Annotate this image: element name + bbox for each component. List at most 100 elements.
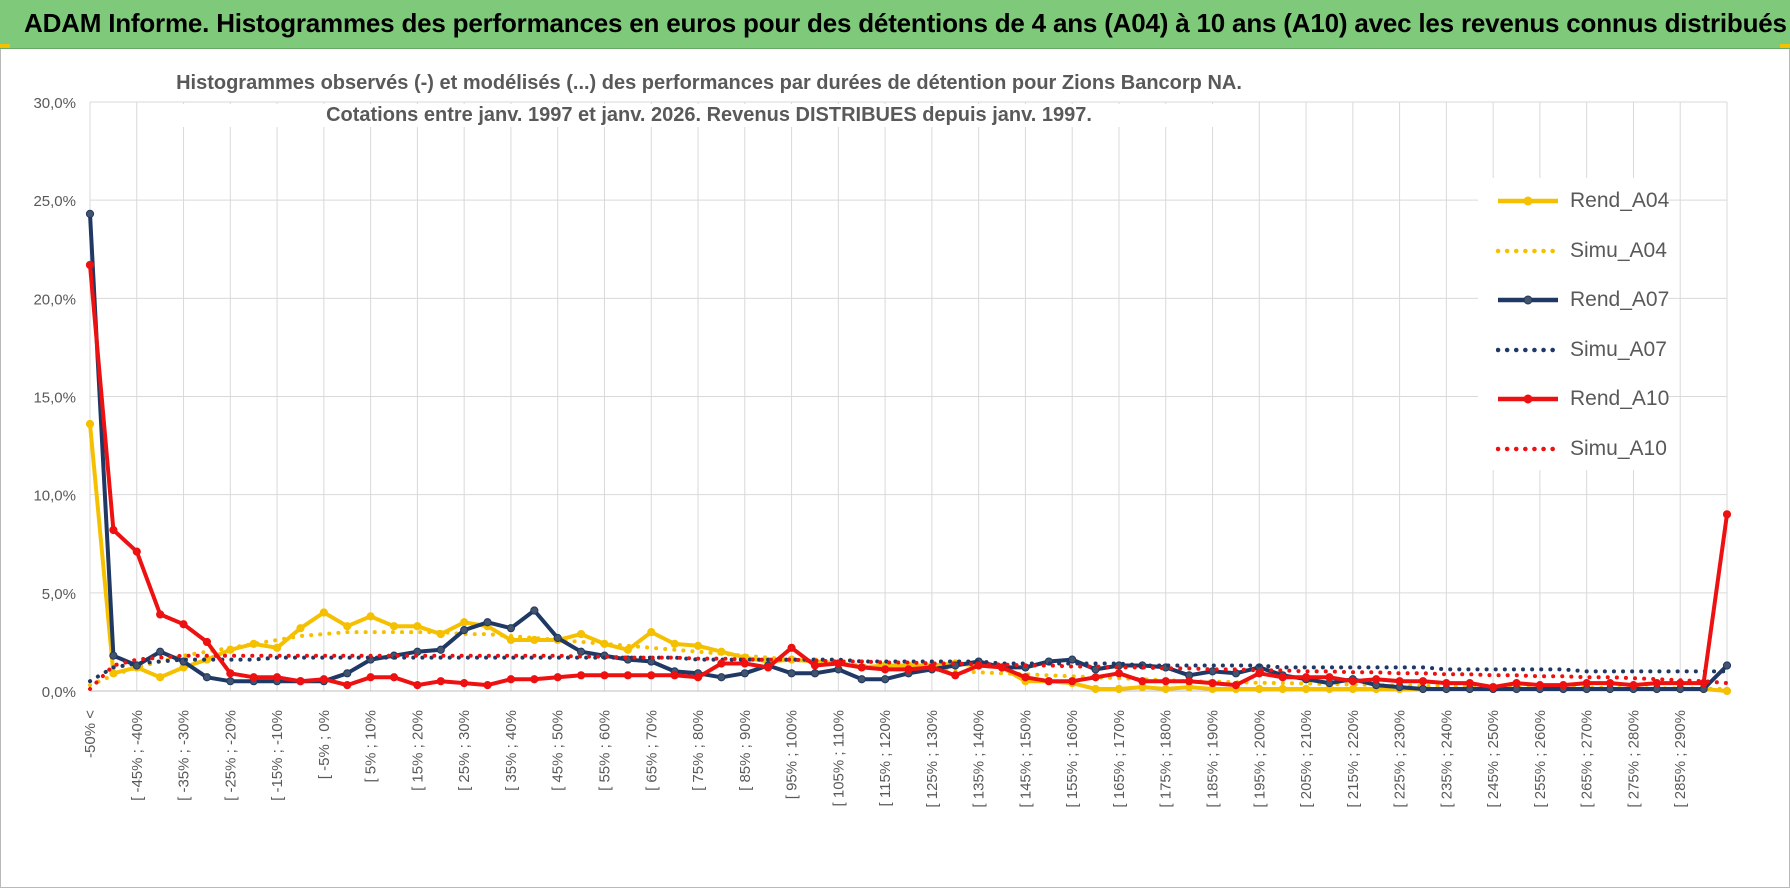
data-point (810, 669, 820, 678)
x-tick-label: [ 145% ; 150% (1017, 710, 1034, 808)
y-tick-label: 25,0% (33, 193, 76, 210)
data-point (109, 651, 118, 660)
data-point (249, 673, 258, 682)
data-point (1185, 677, 1194, 686)
legend-label: Simu_A07 (1570, 337, 1667, 361)
data-point (857, 663, 866, 672)
data-point (1231, 681, 1241, 690)
data-point (343, 681, 352, 690)
data-point (1535, 681, 1545, 690)
x-tick-label: [ -25% ; -20% (222, 710, 239, 801)
legend-swatch-marker (1523, 295, 1533, 305)
data-point (1021, 673, 1030, 682)
data-point (810, 661, 820, 670)
x-tick-label: [ 215% ; 220% (1345, 710, 1362, 808)
data-point (1582, 679, 1591, 688)
chart-legend: Rend_A04 Simu_A04 Rend_A07 Simu_A07 Rend_A10… (1478, 178, 1669, 470)
data-point (1418, 684, 1428, 694)
data-point (670, 671, 679, 680)
data-point (1301, 684, 1311, 694)
data-point (202, 637, 212, 647)
legend-swatch (1496, 446, 1560, 451)
y-tick-label: 30,0% (33, 95, 76, 112)
data-point (1652, 679, 1661, 688)
data-point (1044, 677, 1053, 686)
data-point (460, 626, 469, 635)
data-point (530, 675, 539, 684)
data-point (1208, 667, 1217, 676)
data-point (740, 669, 749, 678)
legend-swatch-marker (1523, 196, 1533, 206)
data-point (693, 673, 703, 682)
data-point (272, 643, 282, 652)
x-tick-label: [ -5% ; 0% (316, 710, 333, 779)
data-point (1301, 673, 1311, 682)
data-point (319, 675, 328, 684)
series-layer (85, 209, 1732, 696)
data-point (483, 681, 492, 690)
report-title: ADAM Informe. Histogrammes des performan… (24, 8, 1787, 38)
data-point (647, 628, 656, 637)
data-point (577, 671, 586, 680)
data-point (389, 622, 399, 631)
data-point (1091, 673, 1100, 682)
data-point (506, 675, 516, 684)
data-point (600, 671, 609, 680)
x-tick-label: [ 105% ; 110% (830, 710, 847, 806)
legend-swatch-marker (1523, 394, 1533, 404)
data-point (787, 669, 796, 678)
x-tick-label: [ 45% ; 50% (550, 710, 567, 791)
legend-swatch (1498, 295, 1558, 305)
data-point (156, 673, 165, 682)
x-tick-label: [ 5% ; 10% (363, 710, 380, 783)
data-point (787, 643, 796, 652)
data-point (85, 260, 95, 270)
legend-swatch (1498, 394, 1558, 404)
x-tick-label: [ 35% ; 40% (503, 710, 520, 791)
data-point (156, 610, 165, 619)
data-point (436, 677, 445, 686)
data-point (436, 645, 445, 654)
data-point (179, 620, 188, 629)
x-tick-label: [ 135% ; 140% (971, 710, 988, 808)
data-point (1722, 510, 1732, 519)
x-tick-label: [ 195% ; 200% (1251, 710, 1268, 808)
data-point (553, 633, 562, 643)
data-point (1138, 677, 1147, 686)
data-point (1465, 679, 1474, 688)
data-point (623, 671, 632, 680)
data-point (202, 673, 212, 682)
data-point (1208, 679, 1217, 688)
data-point (85, 419, 95, 429)
data-point (927, 663, 936, 672)
y-tick-label: 10,0% (33, 488, 76, 505)
data-point (1512, 679, 1521, 688)
data-point (881, 675, 890, 684)
data-point (717, 673, 726, 682)
data-point (1325, 673, 1334, 682)
data-point (460, 618, 469, 627)
data-point (1722, 661, 1732, 670)
data-point (1489, 682, 1498, 692)
x-tick-label: [ 275% ; 280% (1625, 710, 1642, 808)
x-tick-label: [ 285% ; 290% (1672, 710, 1689, 808)
x-tick-label: [ 65% ; 70% (643, 710, 660, 791)
data-point (764, 663, 773, 672)
data-point (1442, 679, 1451, 688)
data-point (577, 629, 586, 639)
data-point (1722, 686, 1732, 696)
x-tick-label: [ 75% ; 80% (690, 710, 707, 791)
data-point (343, 669, 352, 678)
x-tick-label: [ -35% ; -30% (176, 710, 193, 801)
x-tick-label: [ 125% ; 130% (924, 710, 941, 808)
x-tick-label: [ 165% ; 170% (1111, 710, 1128, 808)
x-tick-label: [ 115% ; 120% (877, 710, 894, 806)
x-tick-label: [ 205% ; 210% (1298, 710, 1315, 808)
x-tick-label: [ 55% ; 60% (596, 710, 613, 791)
legend-label: Simu_A04 (1570, 238, 1667, 262)
legend-label: Simu_A10 (1570, 436, 1667, 460)
data-point (483, 618, 492, 627)
data-point (1068, 655, 1077, 664)
x-tick-label: [ 255% ; 260% (1532, 710, 1549, 808)
